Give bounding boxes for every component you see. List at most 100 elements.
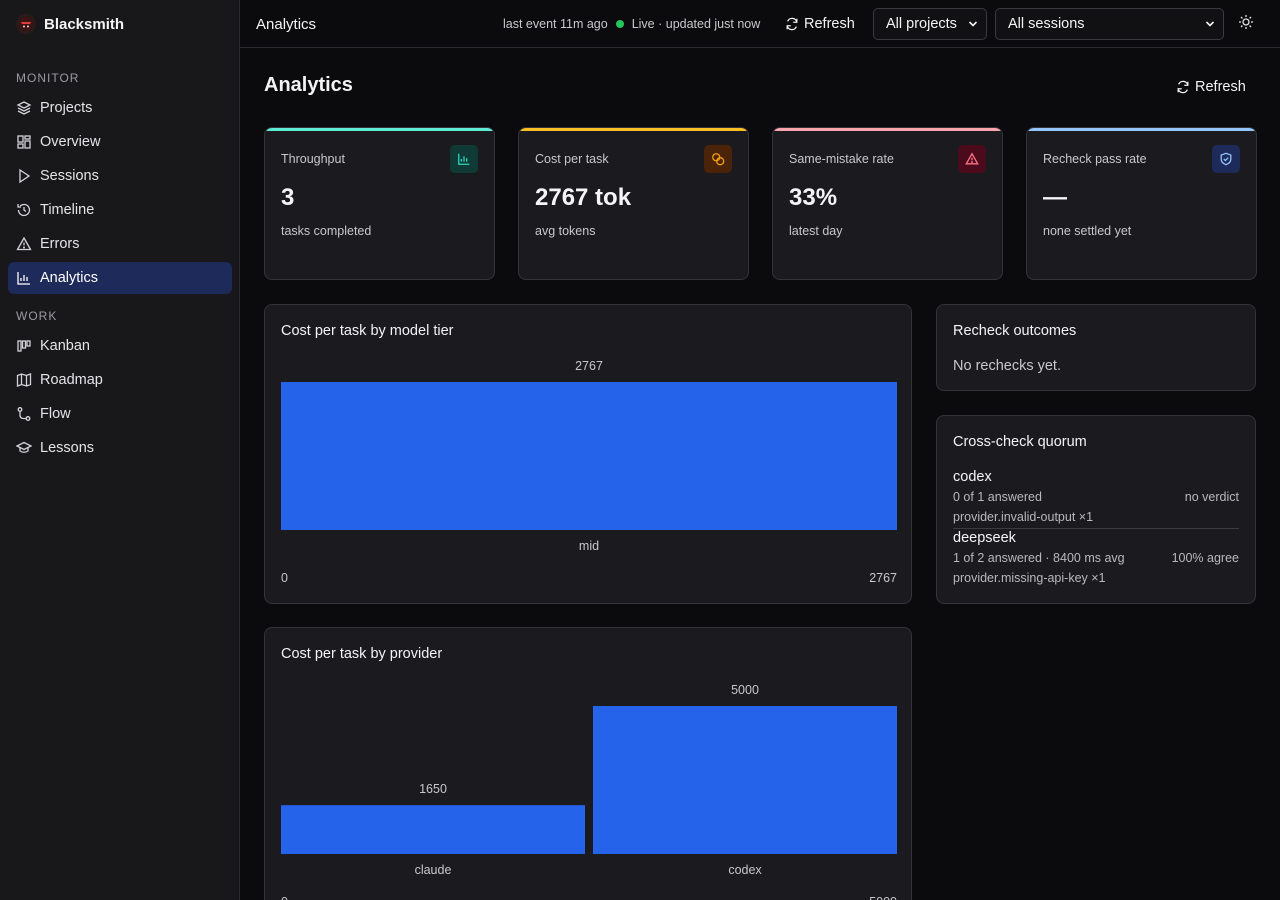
page-refresh-button[interactable]: Refresh bbox=[1176, 79, 1246, 95]
quorum-detail-line: 1 of 2 answered · 8400 ms avg 100% agree bbox=[953, 548, 1239, 568]
bar-chart-icon bbox=[450, 145, 478, 173]
sidebar-item-flow[interactable]: Flow bbox=[8, 398, 232, 430]
stat-card-throughput: Throughput 3 tasks completed bbox=[264, 127, 495, 280]
sidebar-item-analytics[interactable]: Analytics bbox=[8, 262, 232, 294]
chevron-down-icon bbox=[968, 21, 978, 27]
quorum-provider-name: deepseek bbox=[953, 530, 1016, 546]
quorum-divider bbox=[953, 528, 1239, 529]
quorum-error: provider.invalid-output ×1 bbox=[953, 510, 1094, 524]
refresh-icon bbox=[1177, 80, 1189, 94]
stat-value: 33% bbox=[789, 184, 838, 211]
stat-card-accent bbox=[519, 128, 748, 131]
quorum-detail-line: 0 of 1 answered no verdict bbox=[953, 487, 1239, 507]
sidebar-item-kanban[interactable]: Kanban bbox=[8, 330, 232, 362]
sidebar-item-projects[interactable]: Projects bbox=[8, 92, 232, 124]
page-title: Analytics bbox=[264, 74, 353, 96]
bar-mid bbox=[281, 382, 897, 530]
refresh-icon bbox=[786, 17, 798, 31]
stat-sub: avg tokens bbox=[535, 224, 596, 238]
flow-icon bbox=[17, 407, 31, 421]
stat-card-accent bbox=[773, 128, 1002, 131]
recheck-title: Recheck outcomes bbox=[953, 323, 1077, 339]
stat-sub: tasks completed bbox=[281, 224, 372, 238]
bar-codex bbox=[593, 706, 897, 854]
stat-card-recheck-pass-rate: Recheck pass rate — none settled yet bbox=[1026, 127, 1257, 280]
bar-chart-icon bbox=[17, 272, 30, 285]
sidebar-item-roadmap[interactable]: Roadmap bbox=[8, 364, 232, 396]
range-max-label: 2767 bbox=[869, 571, 897, 585]
stat-card-accent bbox=[265, 128, 494, 131]
stat-card-accent bbox=[1027, 128, 1256, 131]
bar-claude bbox=[281, 805, 585, 854]
recheck-outcomes-card: Recheck outcomes No rechecks yet. bbox=[936, 304, 1256, 391]
topbar-refresh-button[interactable]: Refresh bbox=[785, 12, 855, 36]
coins-icon bbox=[704, 145, 732, 173]
quorum-card: Cross-check quorum codex 0 of 1 answered… bbox=[936, 415, 1256, 604]
map-icon bbox=[16, 373, 32, 387]
warning-icon bbox=[958, 145, 986, 173]
section-label-work: WORK bbox=[16, 309, 58, 323]
chart-provider: 1650 claude 5000 codex 0 5000 bbox=[281, 683, 897, 900]
stat-value: 3 bbox=[281, 184, 295, 211]
chevron-down-icon bbox=[1205, 21, 1215, 27]
chart-card-model-tier: Cost per task by model tier 2767 mid 0 2767 bbox=[264, 304, 912, 604]
sun-icon bbox=[1239, 15, 1253, 29]
dashboard-icon bbox=[17, 135, 31, 149]
sidebar-item-label: Kanban bbox=[40, 338, 90, 354]
sidebar-item-label: Analytics bbox=[40, 270, 99, 286]
category-label: mid bbox=[579, 539, 599, 553]
data-label: 5000 bbox=[731, 683, 759, 697]
stat-label: Same-mistake rate bbox=[789, 152, 894, 166]
stat-card-same-mistake-rate: Same-mistake rate 33% latest day bbox=[772, 127, 1003, 280]
quorum-row: codex 0 of 1 answered no verdict provide… bbox=[953, 467, 1239, 527]
quorum-verdict: 100% agree bbox=[1171, 551, 1239, 565]
quorum-detail: 0 of 1 answered bbox=[953, 490, 1042, 504]
sidebar-item-errors[interactable]: Errors bbox=[8, 228, 232, 260]
category-label: claude bbox=[415, 863, 452, 877]
sidebar-item-timeline[interactable]: Timeline bbox=[8, 194, 232, 226]
stat-value: — bbox=[1043, 184, 1067, 211]
quorum-error-line: provider.missing-api-key ×1 bbox=[953, 568, 1239, 588]
session-select-value: All sessions bbox=[1008, 16, 1085, 32]
refresh-label: Refresh bbox=[1195, 79, 1246, 95]
quorum-error-line: provider.invalid-output ×1 bbox=[953, 507, 1239, 527]
sidebar-item-label: Roadmap bbox=[40, 372, 103, 388]
sidebar: Blacksmith MONITOR Projects Overview Ses… bbox=[0, 0, 240, 900]
sidebar-item-label: Overview bbox=[40, 134, 101, 150]
quorum-verdict: no verdict bbox=[1184, 490, 1239, 504]
chart-title: Cost per task by provider bbox=[281, 646, 443, 662]
brand-name: Blacksmith bbox=[44, 15, 125, 33]
sidebar-item-label: Sessions bbox=[40, 168, 99, 184]
last-event-text: last event 11m ago bbox=[503, 17, 608, 31]
project-select-value: All projects bbox=[886, 16, 957, 32]
kanban-icon bbox=[17, 340, 31, 352]
graduation-cap-icon bbox=[16, 441, 32, 453]
sidebar-item-sessions[interactable]: Sessions bbox=[8, 160, 232, 192]
range-min-label: 0 bbox=[281, 571, 288, 585]
stat-sub: latest day bbox=[789, 224, 843, 238]
layers-icon bbox=[16, 101, 32, 115]
warning-icon bbox=[16, 236, 32, 251]
sidebar-item-label: Errors bbox=[40, 236, 80, 252]
brand[interactable]: Blacksmith bbox=[0, 0, 239, 48]
live-status-text: Live · updated just now bbox=[631, 17, 761, 31]
project-select[interactable]: All projects bbox=[873, 8, 987, 40]
history-icon bbox=[17, 203, 31, 217]
live-status: last event 11m ago Live · updated just n… bbox=[503, 0, 760, 48]
sidebar-item-label: Flow bbox=[40, 406, 71, 422]
theme-toggle-button[interactable] bbox=[1238, 14, 1258, 34]
stat-label: Cost per task bbox=[535, 152, 609, 166]
sidebar-item-label: Projects bbox=[40, 100, 93, 116]
section-label-monitor: MONITOR bbox=[16, 71, 80, 85]
blacksmith-logo-icon bbox=[16, 14, 36, 34]
sidebar-item-label: Timeline bbox=[40, 202, 95, 218]
session-select[interactable]: All sessions bbox=[995, 8, 1224, 40]
shield-check-icon bbox=[1212, 145, 1240, 173]
quorum-row: deepseek 1 of 2 answered · 8400 ms avg 1… bbox=[953, 528, 1239, 588]
topbar: Analytics last event 11m ago Live · upda… bbox=[240, 0, 1280, 48]
sidebar-item-lessons[interactable]: Lessons bbox=[8, 432, 232, 464]
sidebar-item-overview[interactable]: Overview bbox=[8, 126, 232, 158]
stat-card-cost-per-task: Cost per task 2767 tok avg tokens bbox=[518, 127, 749, 280]
refresh-label: Refresh bbox=[804, 16, 855, 32]
chart-model-tier: 2767 mid 0 2767 bbox=[281, 359, 897, 585]
